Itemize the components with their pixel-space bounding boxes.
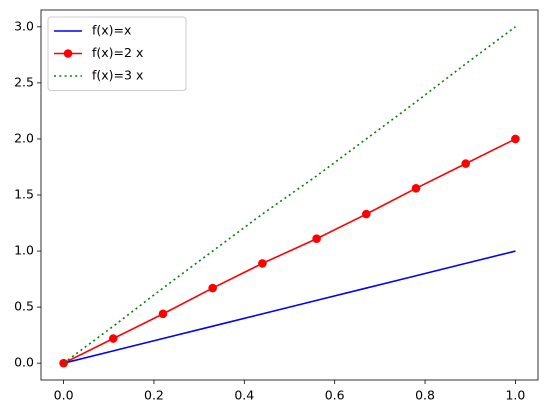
marker (258, 259, 267, 268)
axes-frame (40, 9, 539, 381)
series-line (63, 138, 516, 364)
series-line (63, 250, 516, 364)
y-tick-label: 0.0 (14, 355, 34, 370)
marker (59, 358, 68, 368)
legend-marker (63, 49, 73, 58)
y-tick-label: 2.5 (14, 74, 34, 89)
x-tick-label: 1.0 (505, 388, 525, 403)
y-tick-label: 3.0 (14, 18, 34, 33)
series-line (63, 26, 516, 364)
y-tick-label: 1.0 (14, 243, 34, 258)
marker (461, 159, 471, 168)
marker (362, 209, 371, 219)
y-tick-label: 1.5 (14, 187, 34, 202)
x-tick-label: 0.6 (325, 388, 345, 403)
y-tick-label: 2.0 (14, 130, 34, 145)
marker (411, 183, 421, 193)
marker (108, 334, 118, 343)
legend-box (47, 16, 187, 91)
marker (511, 134, 520, 144)
marker (312, 234, 321, 244)
legend-label: f(x)=x (92, 23, 131, 38)
legend: f(x)=x f(x)=2 x f(x)=3 x (47, 16, 187, 91)
marker (208, 283, 217, 293)
legend-label: f(x)=3 x (92, 68, 143, 83)
x-tick-label: 0.8 (415, 388, 435, 403)
x-tick-label: 0.0 (54, 388, 74, 403)
marker (158, 309, 168, 319)
legend-label: f(x)=2 x (92, 45, 143, 60)
x-tick-label: 0.4 (234, 388, 254, 403)
y-tick-label: 0.5 (14, 299, 34, 314)
x-tick-label: 0.2 (144, 388, 164, 403)
